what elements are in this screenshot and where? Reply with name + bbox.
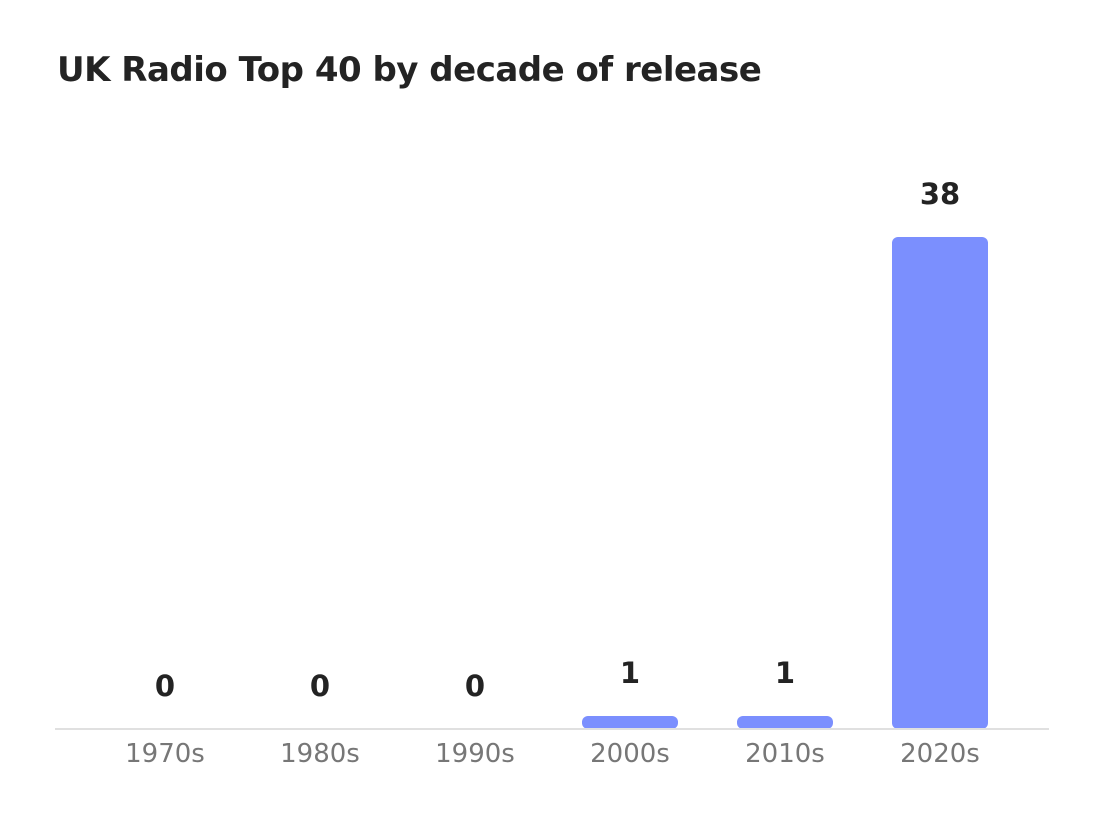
x-axis-ticks: 1970s 1980s 1990s 2000s 2010s 2020s xyxy=(125,739,980,769)
data-label-1990s: 0 xyxy=(465,669,485,703)
data-labels-group: 0 0 0 1 1 38 xyxy=(155,177,960,703)
data-label-2010s: 1 xyxy=(775,656,795,690)
x-tick-label-2000s: 2000s xyxy=(590,739,670,769)
x-tick-label-1970s: 1970s xyxy=(125,739,205,769)
bar-2010s xyxy=(737,716,833,729)
data-label-2020s: 38 xyxy=(920,177,960,211)
data-label-1980s: 0 xyxy=(310,669,330,703)
bar-2020s xyxy=(892,237,988,729)
x-tick-label-2010s: 2010s xyxy=(745,739,825,769)
data-label-1970s: 0 xyxy=(155,669,175,703)
bar-2000s xyxy=(582,716,678,729)
x-tick-label-2020s: 2020s xyxy=(900,739,980,769)
data-label-2000s: 1 xyxy=(620,656,640,690)
bars-group xyxy=(582,237,988,729)
chart-title: UK Radio Top 40 by decade of release xyxy=(57,50,762,90)
x-tick-label-1990s: 1990s xyxy=(435,739,515,769)
x-tick-label-1980s: 1980s xyxy=(280,739,360,769)
